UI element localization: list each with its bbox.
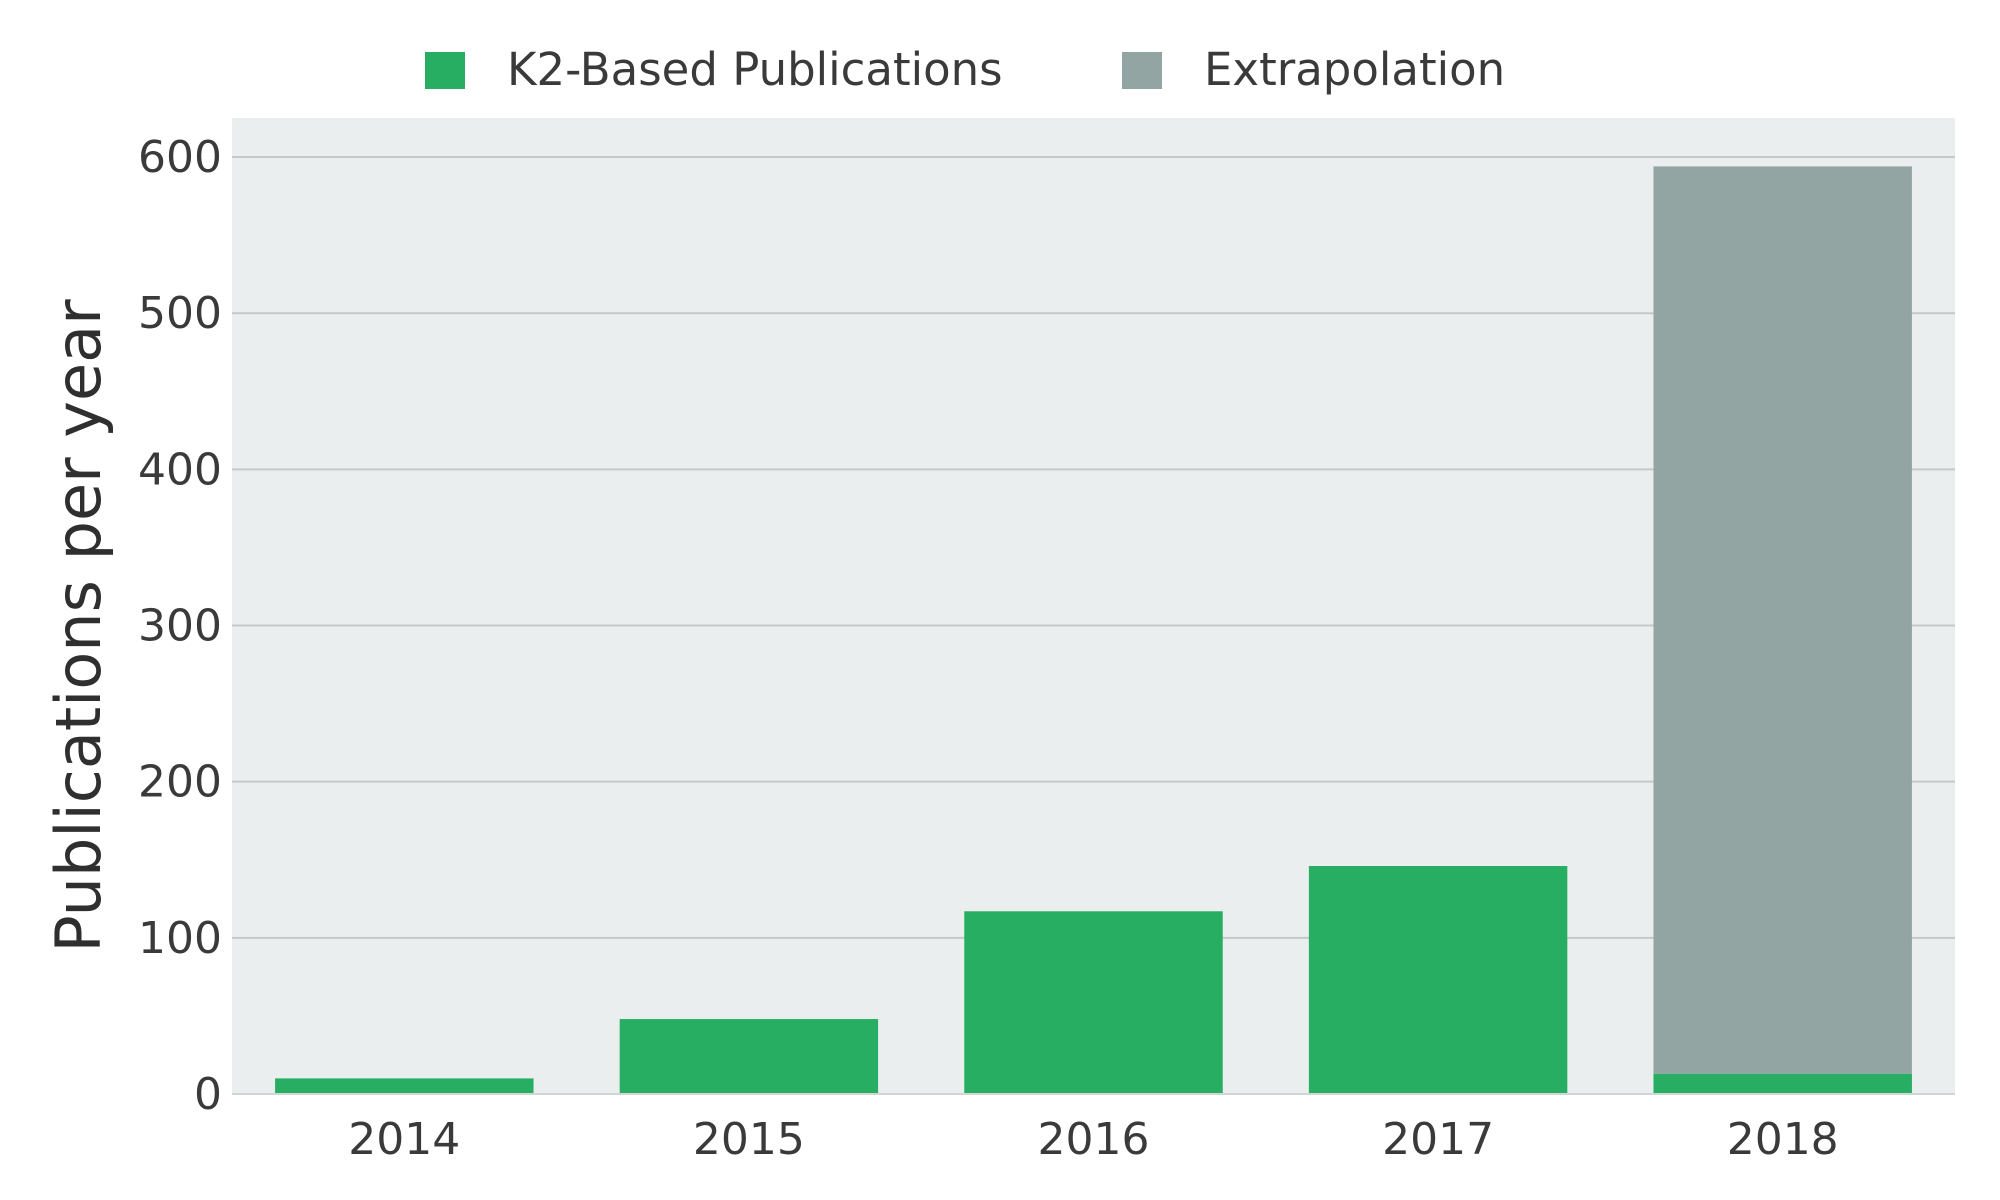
x-tick-label: 2014 [348,1114,460,1165]
bar-k2-2015 [619,1019,879,1094]
bar-extrapolation-2018 [1653,166,1912,1074]
y-tick-label: 200 [138,757,222,808]
y-tick-label: 100 [138,913,222,964]
y-tick-label: 400 [138,444,222,495]
legend-swatch-extrapolation [1122,52,1162,89]
legend: K2-Based Publications Extrapolation [425,43,1505,96]
bar-k2-2017 [1308,866,1568,1094]
x-tick-label: 2015 [693,1114,805,1165]
x-tick-label: 2016 [1038,1114,1150,1165]
legend-swatch-k2 [425,52,465,89]
y-tick-label: 500 [138,288,222,339]
x-tick-label: 2018 [1727,1114,1839,1165]
y-tick-label: 0 [194,1069,222,1120]
y-tick-label: 300 [138,601,222,652]
y-tick-label: 600 [138,132,222,183]
axes: 0 100 200 300 400 500 600 2014 2015 2016 2017 2018 [138,132,1955,1165]
legend-label-k2: K2-Based Publications [507,43,1003,96]
bar-k2-2018 [1653,1073,1912,1094]
bars [275,166,1912,1094]
y-axis-title: Publications per year [42,299,115,953]
legend-label-extrapolation: Extrapolation [1204,43,1505,96]
bar-k2-2016 [964,911,1223,1094]
bar-k2-2014 [275,1078,534,1094]
x-tick-label: 2017 [1382,1114,1494,1165]
